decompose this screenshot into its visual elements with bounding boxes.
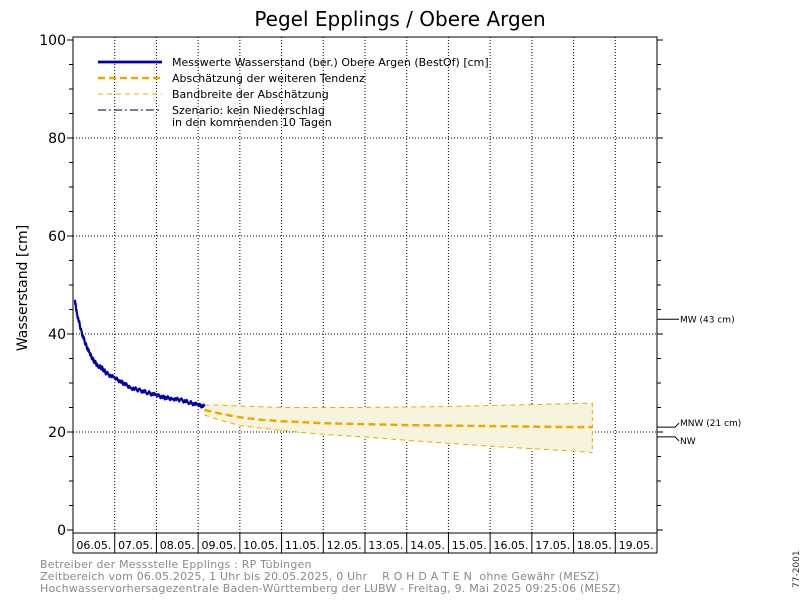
estimate-line — [204, 408, 593, 429]
reference-levels: MW (43 cm) MNW (21 cm) NW — [657, 315, 741, 447]
x-tick-label: 10.05. — [243, 539, 278, 552]
x-tick-label: 08.05. — [160, 539, 195, 552]
x-tick-label: 18.05. — [577, 539, 612, 552]
y-tick-label: 100 — [39, 33, 66, 49]
reference-level-label: MW (43 cm) — [680, 315, 735, 325]
x-tick-label: 12.05. — [327, 539, 362, 552]
band-upper-line — [204, 402, 593, 408]
chart-title: Pegel Epplings / Obere Argen — [254, 7, 545, 31]
estimate-band — [204, 403, 593, 453]
legend: Messwerte Wasserstand (ber.) Obere Argen… — [98, 56, 489, 129]
side-code: 77-2001 — [792, 550, 800, 588]
y-tick-label: 0 — [57, 523, 66, 539]
y-axis-label: Wasserstand [cm] — [15, 225, 31, 351]
y-tick-label: 40 — [48, 327, 66, 343]
legend-label: Messwerte Wasserstand (ber.) Obere Argen… — [172, 56, 489, 69]
band-lower-line — [204, 414, 593, 454]
x-tick-label: 11.05. — [285, 539, 320, 552]
x-tick-label: 13.05. — [368, 539, 403, 552]
x-tick-label: 15.05. — [452, 539, 487, 552]
footer-agency: Hochwasservorhersagezentrale Baden-Württ… — [40, 582, 621, 595]
reference-level-line — [657, 436, 680, 442]
estimate-band-fill — [204, 403, 593, 453]
footer-timerange: Zeitbereich vom 06.05.2025, 1 Uhr bis 20… — [40, 570, 600, 583]
legend-label: Bandbreite der Abschätzung — [172, 88, 329, 101]
legend-label: Szenario: kein Niederschlag — [172, 104, 325, 117]
series-lines — [73, 299, 593, 454]
x-tick-label: 09.05. — [202, 539, 237, 552]
y-tick-label: 60 — [48, 229, 66, 245]
reference-level-label: MNW (21 cm) — [680, 419, 741, 429]
x-tick-label: 06.05. — [76, 539, 111, 552]
x-tick-label: 16.05. — [494, 539, 529, 552]
legend-label-line2: in den kommenden 10 Tagen — [172, 116, 332, 129]
y-axis-ticks: 0 20 40 60 80 100 — [39, 33, 663, 539]
footer-operator: Betreiber der Messstelle Epplings : RP T… — [40, 558, 312, 571]
plot-background — [73, 37, 657, 533]
legend-label: Abschätzung der weiteren Tendenz — [172, 72, 365, 85]
x-tick-label: 07.05. — [118, 539, 153, 552]
y-tick-label: 80 — [48, 131, 66, 147]
plot-area — [73, 37, 657, 533]
measured-line — [73, 299, 206, 409]
x-tick-label: 14.05. — [410, 539, 445, 552]
x-axis-ticks: 06.05. 07.05. 08.05. 09.05. 10.05. 11.05. 12.0… — [72, 533, 658, 554]
reference-level-line — [657, 422, 680, 428]
x-tick-label: 19.05. — [619, 539, 654, 552]
y-tick-label: 20 — [48, 425, 66, 441]
x-tick-label: 17.05. — [535, 539, 570, 552]
reference-level-label: NW — [680, 437, 696, 447]
